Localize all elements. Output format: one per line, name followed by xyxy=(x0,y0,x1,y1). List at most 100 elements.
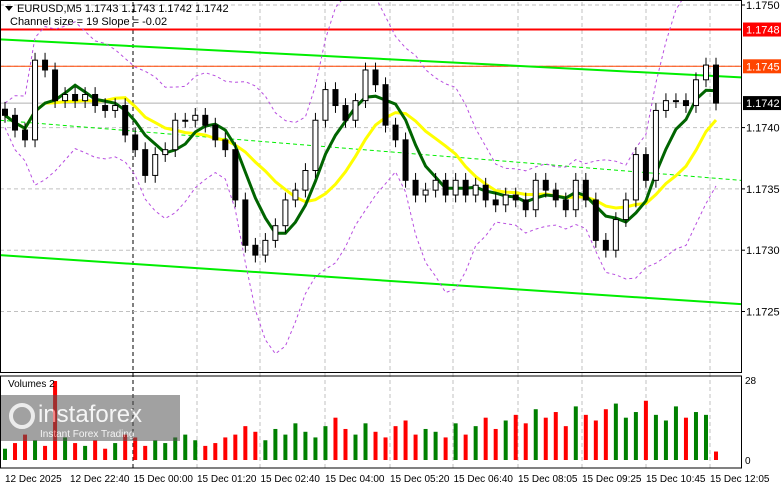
x-tick-label: 15 Dec 01:20 xyxy=(197,474,257,485)
candle-body xyxy=(262,239,269,256)
candle-body xyxy=(592,199,599,241)
candle-body xyxy=(352,100,359,121)
candle-body xyxy=(372,69,379,86)
volume-bar xyxy=(353,434,358,460)
price-level-badge xyxy=(743,22,781,37)
volume-bar xyxy=(413,434,418,460)
candle-body xyxy=(122,105,129,136)
volume-bar xyxy=(103,448,108,460)
y-tick-label: 1.1730 xyxy=(746,245,780,257)
candle-body xyxy=(452,179,459,196)
collapse-triangle-icon[interactable] xyxy=(5,6,13,11)
volume-bar xyxy=(183,434,188,460)
instaforex-gear-icon xyxy=(9,403,35,429)
dashed-trend-line xyxy=(0,119,742,181)
candle-body xyxy=(582,179,589,201)
volume-bar xyxy=(363,423,368,460)
volume-bar xyxy=(673,406,678,460)
volume-bar xyxy=(443,437,448,460)
candle-body xyxy=(482,184,489,201)
candle-body xyxy=(532,179,539,211)
volume-bar xyxy=(603,409,608,460)
volume-bar xyxy=(373,431,378,460)
volume-bar xyxy=(63,437,68,460)
volume-bar xyxy=(693,412,698,460)
candle-body xyxy=(542,179,549,191)
candle-body xyxy=(112,105,119,111)
regression-channel xyxy=(0,38,742,306)
moving-averages xyxy=(4,83,718,235)
volume-bar xyxy=(153,440,158,460)
candle-body xyxy=(642,154,649,181)
candle-body xyxy=(382,84,389,126)
candle-body xyxy=(32,59,39,141)
candle-body xyxy=(222,139,229,151)
volume-bar xyxy=(143,445,148,460)
x-tick-label: 15 Dec 10:45 xyxy=(646,474,706,485)
volume-bar xyxy=(453,423,458,460)
volume-bar xyxy=(123,434,128,460)
candle-body xyxy=(462,179,469,196)
volume-bar xyxy=(133,437,138,460)
volume-bar xyxy=(303,431,308,460)
price-level-label: 1.1748 xyxy=(746,25,780,37)
volume-bar xyxy=(43,445,48,460)
candle-body xyxy=(602,239,609,251)
volume-bar xyxy=(293,423,298,460)
x-tick-label: 15 Dec 00:00 xyxy=(134,474,194,485)
volume-bar xyxy=(23,434,28,460)
volume-max-label: 28 xyxy=(745,376,757,387)
candle-body xyxy=(502,194,509,206)
price-level-label: 1.1742 xyxy=(746,98,780,110)
candle-body xyxy=(142,149,149,176)
watermark-tagline: Instant Forex Trading xyxy=(40,429,135,440)
volume-bar xyxy=(463,434,468,460)
candle-body xyxy=(132,134,139,151)
envelope-bands xyxy=(4,0,717,355)
candle-body xyxy=(422,189,429,196)
volume-bar xyxy=(503,420,508,460)
candle-body xyxy=(562,199,569,211)
candle-body xyxy=(182,119,189,122)
volume-bar xyxy=(313,437,318,460)
axis-labels: 1.1750 1.1740 1.1735 1.1730 1.1725 12 Dec 202… xyxy=(5,0,780,485)
watermark-logo: instaforex Instant Forex Trading xyxy=(0,395,180,441)
volume-bar xyxy=(653,414,658,460)
candle-body xyxy=(362,69,369,102)
volume-bar xyxy=(703,414,708,460)
candle-body xyxy=(572,179,579,211)
volume-bar xyxy=(613,403,618,460)
upper-band-line xyxy=(4,0,683,172)
candle-body xyxy=(12,114,19,131)
candle-body xyxy=(432,179,439,191)
candle-body xyxy=(292,189,299,201)
volume-min-label: 0 xyxy=(745,456,751,467)
x-tick-label: 15 Dec 06:40 xyxy=(454,474,514,485)
channel-lower-line xyxy=(0,254,742,306)
candle-body xyxy=(332,89,339,107)
candle-body xyxy=(402,139,409,181)
volume-bar xyxy=(623,417,628,460)
volume-bar xyxy=(203,445,208,460)
slow-ma-line xyxy=(4,96,718,210)
volume-bar xyxy=(473,426,478,460)
candle-body xyxy=(622,199,629,221)
volume-bar xyxy=(233,434,238,460)
candle-body xyxy=(682,100,689,107)
lower-band-line xyxy=(4,127,717,355)
volume-bar xyxy=(163,443,168,460)
y-tick-label: 1.1725 xyxy=(746,307,780,319)
price-level-badge xyxy=(743,59,781,74)
candle-body xyxy=(412,179,419,196)
candle-body xyxy=(272,225,279,241)
candle-body xyxy=(252,244,259,256)
x-tick-label: 15 Dec 12:05 xyxy=(710,474,770,485)
candle-body xyxy=(242,199,249,246)
candle-body xyxy=(102,105,109,111)
volume-bar xyxy=(113,443,118,460)
volume-bar xyxy=(13,443,18,460)
volume-bar xyxy=(433,431,438,460)
volume-bar xyxy=(593,420,598,460)
